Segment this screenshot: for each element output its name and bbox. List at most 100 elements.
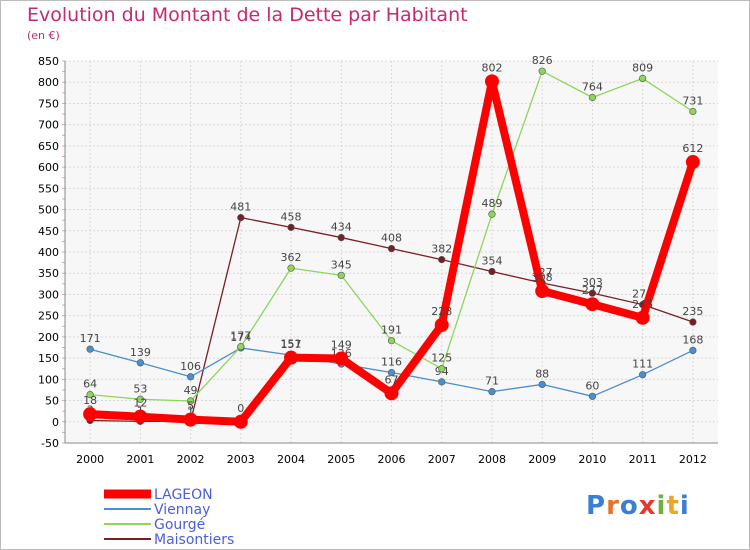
data-label-maisontiers: 481: [230, 201, 251, 214]
data-point-gourg: [86, 391, 94, 399]
data-point-maisontiers: [387, 245, 396, 253]
y-tick-label: 700: [38, 119, 59, 132]
data-point-gourg: [387, 337, 396, 345]
data-label-gourg: 764: [582, 81, 603, 94]
x-tick-label: 2006: [378, 453, 406, 466]
data-point-lageon: [635, 310, 650, 325]
data-label-maisontiers: 354: [481, 255, 502, 268]
data-point-gourg: [488, 210, 496, 218]
y-tick-label: 450: [38, 225, 59, 238]
data-label-maisontiers: 235: [682, 305, 703, 318]
data-label-viennay: 106: [180, 360, 201, 373]
y-tick-label: 100: [38, 373, 59, 386]
data-point-gourg: [689, 107, 697, 116]
x-tick-label: 2001: [126, 453, 154, 466]
data-label-lageon: 277: [582, 284, 603, 297]
x-tick-label: 2004: [277, 453, 305, 466]
y-tick-label: 0: [52, 416, 59, 429]
legend-label-maisontiers: Maisontiers: [154, 532, 234, 548]
data-label-gourg: 191: [381, 324, 402, 337]
data-point-lageon: [384, 386, 399, 401]
data-label-viennay: 174: [230, 331, 251, 344]
data-point-maisontiers: [337, 233, 345, 242]
data-label-maisontiers: 408: [381, 232, 402, 245]
data-point-lageon: [585, 297, 600, 312]
data-label-lageon: 612: [682, 142, 703, 155]
legend-label-viennay: Viennay: [154, 502, 210, 518]
data-point-gourg: [237, 343, 245, 351]
data-label-lageon: 149: [331, 339, 352, 352]
y-tick-label: 300: [38, 288, 59, 301]
y-tick-label: 800: [38, 76, 59, 89]
data-point-gourg: [186, 397, 195, 405]
data-label-gourg: 489: [481, 197, 502, 210]
x-tick-label: 2009: [528, 453, 556, 466]
data-point-lageon: [284, 350, 299, 365]
data-point-lageon: [685, 155, 700, 170]
data-label-viennay: 157: [281, 338, 302, 351]
y-tick-label: 550: [38, 182, 59, 195]
data-point-lageon: [334, 351, 349, 366]
data-label-maisontiers: 1: [187, 404, 194, 417]
x-tick-label: 2012: [679, 453, 707, 466]
data-point-viennay: [488, 388, 496, 396]
x-tick-label: 2000: [76, 453, 104, 466]
data-point-viennay: [136, 359, 144, 367]
data-label-maisontiers: 303: [582, 276, 603, 289]
data-point-viennay: [588, 392, 597, 400]
data-point-gourg: [538, 67, 546, 75]
data-point-maisontiers: [287, 223, 295, 231]
chart-subtitle: (en €): [27, 29, 60, 42]
y-tick-label: 50: [45, 395, 59, 408]
data-label-gourg: 53: [133, 382, 147, 395]
data-point-gourg: [337, 271, 345, 279]
y-tick-label: 350: [38, 267, 59, 280]
x-tick-label: 2003: [227, 453, 255, 466]
data-point-viennay: [86, 345, 94, 353]
data-label-maisontiers: 434: [331, 221, 352, 234]
data-point-gourg: [588, 93, 597, 102]
y-tick-label: 750: [38, 97, 59, 110]
y-tick-label: -50: [41, 437, 59, 450]
data-point-lageon: [233, 414, 248, 429]
data-point-gourg: [438, 365, 446, 373]
data-point-lageon: [133, 409, 148, 424]
data-label-gourg: 177: [230, 330, 251, 343]
data-label-maisontiers: 382: [431, 243, 452, 256]
data-label-viennay: 139: [130, 346, 151, 359]
data-label-gourg: 49: [184, 384, 198, 397]
data-point-viennay: [186, 373, 195, 381]
data-point-gourg: [287, 264, 295, 272]
data-label-viennay: 116: [381, 356, 402, 369]
y-tick-label: 400: [38, 246, 59, 259]
data-point-lageon: [83, 407, 98, 422]
chart-title: Evolution du Montant de la Dette par Hab…: [27, 4, 468, 26]
y-tick-label: 650: [38, 140, 59, 153]
legend-label-lageon: LAGEON: [154, 487, 213, 503]
x-tick-label: 2008: [478, 453, 506, 466]
legend-label-gourg: Gourgé: [154, 517, 205, 533]
data-label-gourg: 826: [532, 54, 553, 67]
data-point-gourg: [639, 74, 647, 83]
data-label-gourg: 362: [281, 251, 302, 264]
data-point-maisontiers: [689, 318, 697, 326]
data-label-viennay: 171: [80, 332, 101, 345]
x-tick-label: 2011: [629, 453, 657, 466]
data-label-viennay: 168: [682, 333, 703, 346]
data-label-lageon: 245: [632, 298, 653, 311]
data-label-lageon: 12: [133, 397, 147, 410]
y-tick-label: 200: [38, 331, 59, 344]
y-tick-label: 850: [38, 55, 59, 68]
data-label-viennay: 71: [485, 375, 499, 388]
data-label-gourg: 731: [682, 95, 703, 108]
data-point-lageon: [535, 284, 550, 299]
data-label-gourg: 64: [83, 378, 97, 391]
data-label-lageon: 151: [281, 338, 302, 351]
data-label-lageon: 18: [83, 394, 97, 407]
data-point-lageon: [434, 318, 449, 333]
data-label-lageon: 5: [187, 400, 194, 413]
data-label-gourg: 809: [632, 61, 653, 74]
data-label-lageon: 308: [532, 271, 553, 284]
